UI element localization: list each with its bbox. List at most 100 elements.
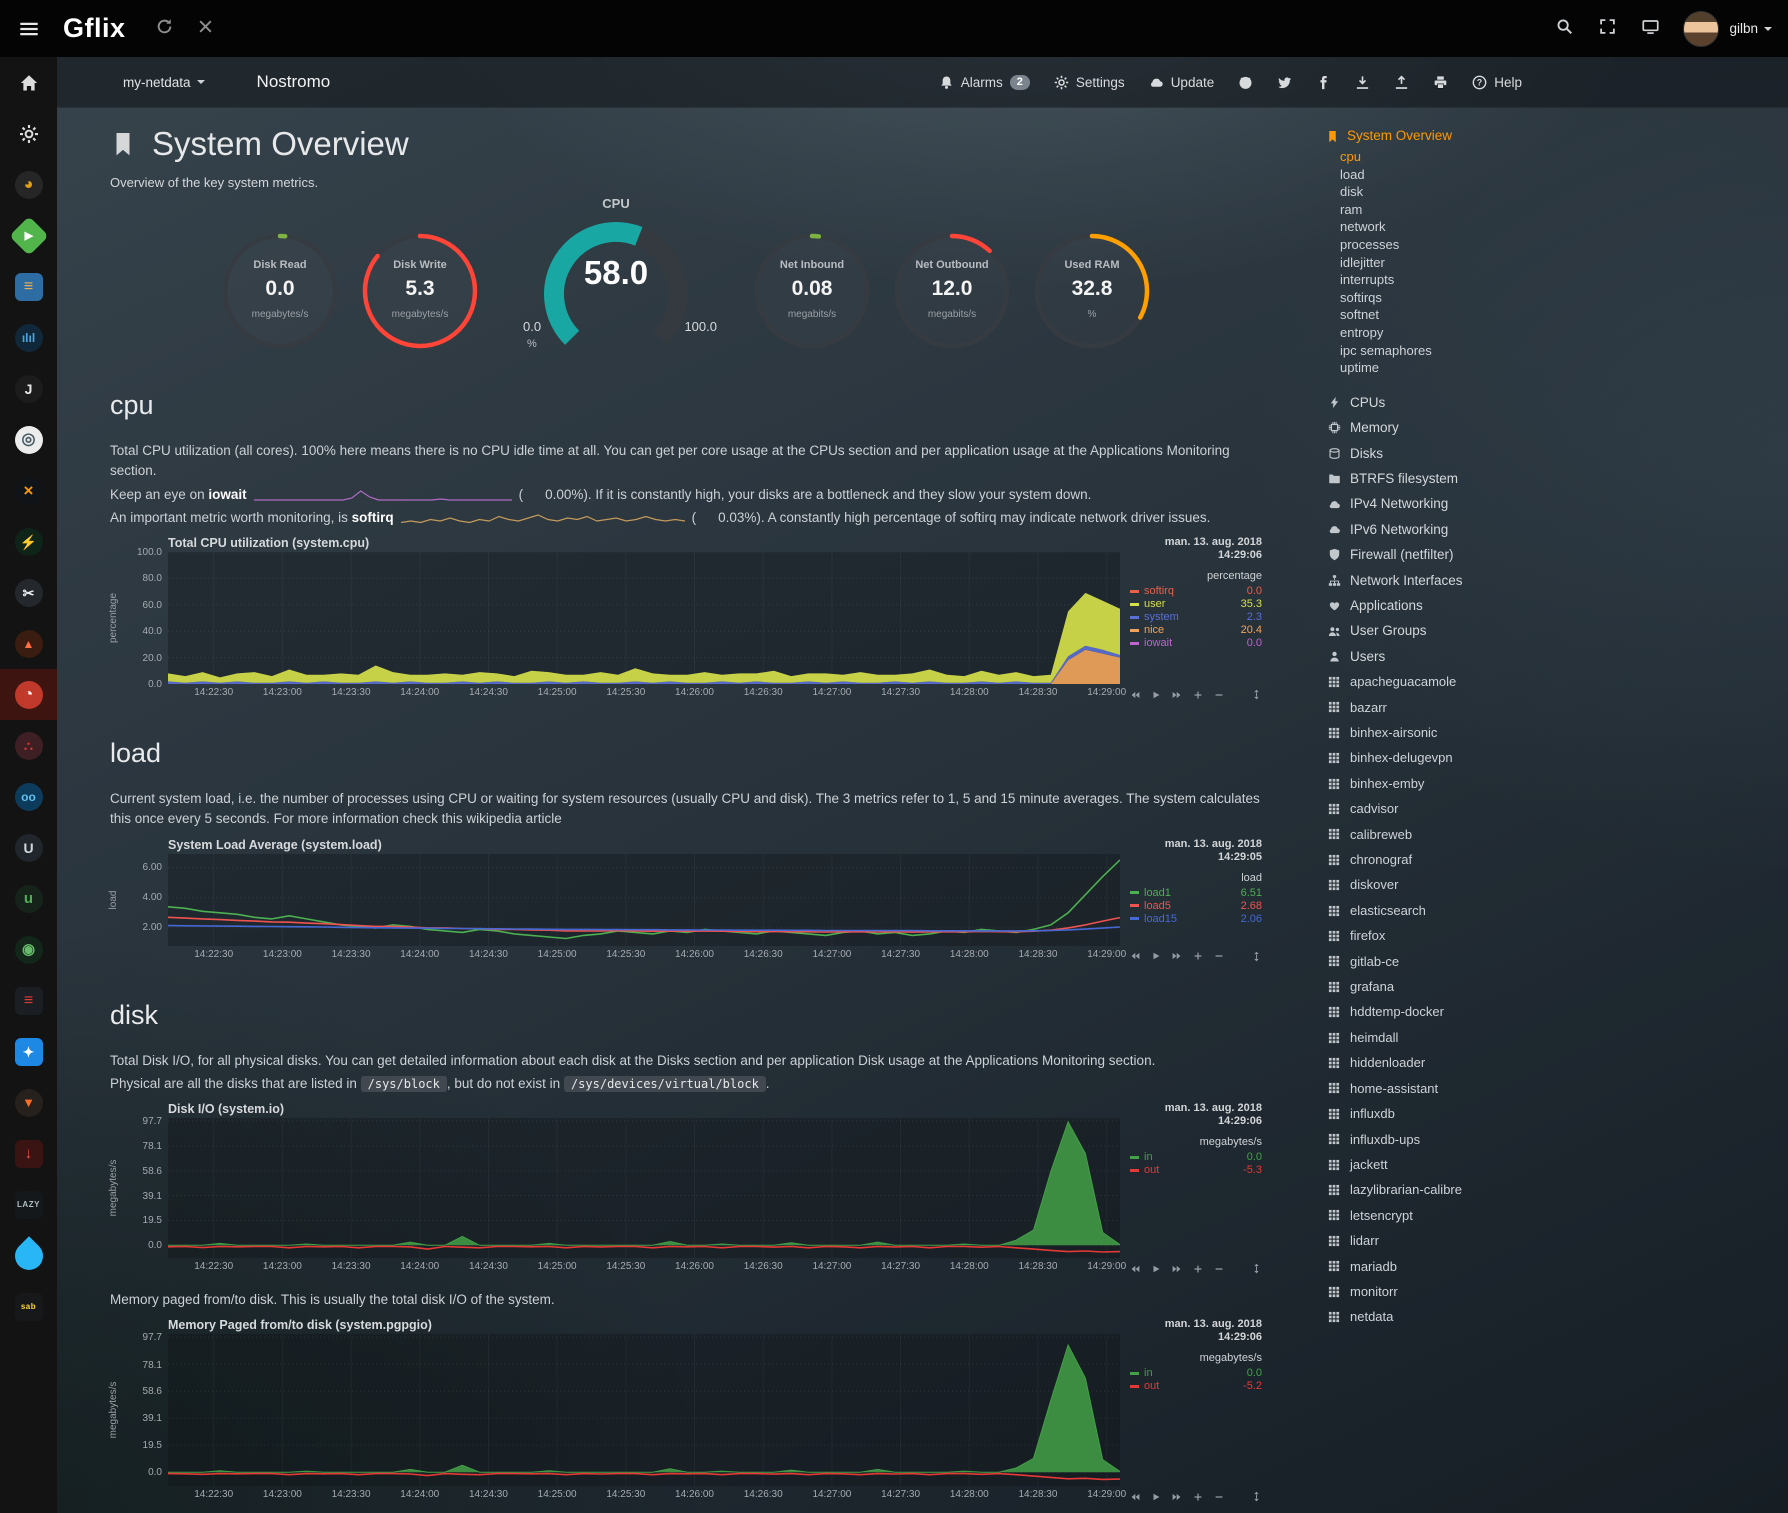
nav-item-elasticsearch[interactable]: elasticsearch <box>1326 898 1561 923</box>
nav-item-monitorr[interactable]: monitorr <box>1326 1279 1561 1304</box>
legend-entry-softirq[interactable]: softirq0.0 <box>1130 585 1262 598</box>
sidebar-app-downloader[interactable]: ↓ <box>0 1128 57 1179</box>
sidebar-app-sabnzbd[interactable]: sab <box>0 1281 57 1332</box>
legend-entry-load1[interactable]: load16.51 <box>1130 887 1262 900</box>
chart-backward-button[interactable] <box>1130 690 1140 700</box>
nav-item-disk[interactable]: disk <box>1326 183 1561 201</box>
nav-item-ipv6-networking[interactable]: IPv6 Networking <box>1326 517 1561 542</box>
chart-plot-area[interactable] <box>168 1118 1120 1258</box>
chart-minus-button[interactable] <box>1214 1492 1224 1502</box>
legend-entry-in[interactable]: in0.0 <box>1130 1367 1262 1380</box>
sidebar-app-airsonic[interactable]: ılıl <box>0 312 57 363</box>
nav-alarms-button[interactable]: Alarms2 <box>939 75 1030 90</box>
legend-entry-out[interactable]: out-5.2 <box>1130 1380 1262 1393</box>
sidebar-app-settings[interactable] <box>0 108 57 159</box>
sidebar-app-helm[interactable]: ◎ <box>0 414 57 465</box>
nav-item-gitlab-ce[interactable]: gitlab-ce <box>1326 949 1561 974</box>
nav-github-button[interactable] <box>1238 75 1253 90</box>
nav-item-binhex-emby[interactable]: binhex-emby <box>1326 771 1561 796</box>
nav-item-hiddenloader[interactable]: hiddenloader <box>1326 1050 1561 1075</box>
nav-item-binhex-delugevpn[interactable]: binhex-delugevpn <box>1326 745 1561 770</box>
nav-print-button[interactable] <box>1433 75 1448 90</box>
tv-button[interactable] <box>1642 18 1659 35</box>
nav-item-ram[interactable]: ram <box>1326 201 1561 219</box>
sidebar-app-statping[interactable]: ⚡ <box>0 516 57 567</box>
sidebar-app-netdata[interactable]: ◔ <box>0 669 57 720</box>
nav-item-binhex-airsonic[interactable]: binhex-airsonic <box>1326 720 1561 745</box>
close-button[interactable] <box>197 18 214 35</box>
nav-item-lazylibrarian-calibre[interactable]: lazylibrarian-calibre <box>1326 1177 1561 1202</box>
sidebar-app-gitlab[interactable]: ▼ <box>0 1077 57 1128</box>
nav-item-lidarr[interactable]: lidarr <box>1326 1228 1561 1253</box>
legend-entry-system[interactable]: system2.3 <box>1130 611 1262 624</box>
nav-update-button[interactable]: Update <box>1149 75 1215 90</box>
nav-item-cpus[interactable]: CPUs <box>1326 390 1561 415</box>
nav-item-disks[interactable]: Disks <box>1326 441 1561 466</box>
sidebar-app-organizr[interactable]: × <box>0 465 57 516</box>
sidebar-app-bookstack[interactable]: ≡ <box>0 261 57 312</box>
chart-forward-button[interactable] <box>1172 951 1182 961</box>
chart-forward-button[interactable] <box>1172 1264 1182 1274</box>
nav-item-applications[interactable]: Applications <box>1326 593 1561 618</box>
chart-backward-button[interactable] <box>1130 1492 1140 1502</box>
sidebar-app-duplicati[interactable] <box>0 1230 57 1281</box>
expand-button[interactable] <box>1599 18 1616 35</box>
nav-item-influxdb[interactable]: influxdb <box>1326 1101 1561 1126</box>
nav-item-netdata[interactable]: netdata <box>1326 1304 1561 1329</box>
chart-play-button[interactable] <box>1151 951 1161 961</box>
nav-item-bazarr[interactable]: bazarr <box>1326 695 1561 720</box>
search-button[interactable] <box>1556 18 1573 35</box>
sidebar-app-prometheus[interactable]: ▲ <box>0 618 57 669</box>
user-menu[interactable]: gilbn <box>1729 21 1758 36</box>
sidebar-app-tautulli[interactable]: ◕ <box>0 159 57 210</box>
hamburger-menu-icon[interactable] <box>0 0 57 57</box>
legend-entry-nice[interactable]: nice20.4 <box>1130 624 1262 637</box>
chart-plus-button[interactable] <box>1193 690 1203 700</box>
nav-upload-button[interactable] <box>1394 75 1409 90</box>
sidebar-app-heimdall[interactable]: ✦ <box>0 1026 57 1077</box>
chart-resize-handle[interactable] <box>1251 1263 1262 1274</box>
nav-download-button[interactable] <box>1355 75 1370 90</box>
nav-item-system-overview[interactable]: System Overview <box>1326 127 1561 145</box>
nav-item-uptime[interactable]: uptime <box>1326 359 1561 377</box>
sidebar-app-traefik[interactable]: ≡ <box>0 975 57 1026</box>
nav-item-user-groups[interactable]: User Groups <box>1326 618 1561 643</box>
nav-item-softirqs[interactable]: softirqs <box>1326 289 1561 307</box>
legend-entry-user[interactable]: user35.3 <box>1130 598 1262 611</box>
chart-minus-button[interactable] <box>1214 951 1224 961</box>
nav-item-jackett[interactable]: jackett <box>1326 1152 1561 1177</box>
sidebar-app-krusader[interactable]: ∴ <box>0 720 57 771</box>
chart-resize-handle[interactable] <box>1251 689 1262 700</box>
nav-item-memory[interactable]: Memory <box>1326 415 1561 440</box>
chart-minus-button[interactable] <box>1214 690 1224 700</box>
nav-item-processes[interactable]: processes <box>1326 236 1561 254</box>
nav-item-softnet[interactable]: softnet <box>1326 306 1561 324</box>
sidebar-app-couchpotato[interactable]: ✂ <box>0 567 57 618</box>
avatar[interactable] <box>1683 11 1719 47</box>
sidebar-app-home[interactable] <box>0 57 57 108</box>
nav-item-home-assistant[interactable]: home-assistant <box>1326 1076 1561 1101</box>
nav-settings-button[interactable]: Settings <box>1054 75 1125 90</box>
nav-item-hddtemp-docker[interactable]: hddtemp-docker <box>1326 999 1561 1024</box>
sidebar-app-librenms[interactable]: ◉ <box>0 924 57 975</box>
chart-play-button[interactable] <box>1151 1492 1161 1502</box>
nav-item-btrfs-filesystem[interactable]: BTRFS filesystem <box>1326 466 1561 491</box>
nav-item-heimdall[interactable]: heimdall <box>1326 1025 1561 1050</box>
legend-entry-load5[interactable]: load52.68 <box>1130 900 1262 913</box>
nav-item-entropy[interactable]: entropy <box>1326 324 1561 342</box>
sidebar-app-lazylibrarian[interactable]: LAZY <box>0 1179 57 1230</box>
chart-plus-button[interactable] <box>1193 1492 1203 1502</box>
chart-plus-button[interactable] <box>1193 951 1203 961</box>
legend-entry-load15[interactable]: load152.06 <box>1130 913 1262 926</box>
nav-help-button[interactable]: ?Help <box>1472 75 1522 90</box>
nav-facebook-button[interactable] <box>1316 75 1331 90</box>
chart-forward-button[interactable] <box>1172 690 1182 700</box>
nav-item-mariadb[interactable]: mariadb <box>1326 1254 1561 1279</box>
legend-entry-iowait[interactable]: iowait0.0 <box>1130 637 1262 650</box>
sidebar-app-unifi[interactable]: u <box>0 873 57 924</box>
nav-item-ipc-semaphores[interactable]: ipc semaphores <box>1326 342 1561 360</box>
chart-plot-area[interactable] <box>168 552 1120 684</box>
chart-plot-area[interactable] <box>168 854 1120 946</box>
nav-item-apacheguacamole[interactable]: apacheguacamole <box>1326 669 1561 694</box>
nav-item-ipv4-networking[interactable]: IPv4 Networking <box>1326 491 1561 516</box>
